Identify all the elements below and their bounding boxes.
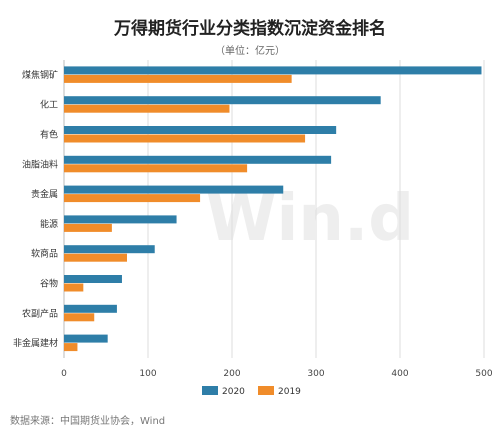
- x-tick-label: 200: [223, 369, 240, 379]
- legend-label-2020: 2020: [222, 387, 245, 397]
- x-tick-label: 0: [61, 369, 67, 379]
- bar-2020: [64, 215, 177, 224]
- y-category-label: 软商品: [31, 248, 58, 260]
- bar-2020: [64, 126, 337, 134]
- x-tick-label: 300: [307, 369, 324, 379]
- data-source: 数据来源：中国期货业协会，Wind: [10, 416, 166, 427]
- bar-2019: [64, 164, 248, 173]
- legend-swatch-2019: [258, 386, 274, 395]
- bar-2019: [64, 283, 84, 292]
- watermark-text: Win.d: [206, 182, 414, 256]
- bar-2020: [64, 155, 332, 164]
- bar-2019: [64, 104, 230, 113]
- x-tick-label: 400: [391, 369, 408, 379]
- chart-subtitle: （单位：亿元）: [215, 46, 285, 57]
- y-category-label: 谷物: [40, 278, 58, 290]
- bar-2020: [64, 334, 108, 343]
- bar-2019: [64, 343, 78, 352]
- x-tick-label: 500: [475, 369, 492, 379]
- legend-label-2019: 2019: [278, 387, 301, 397]
- bar-2020: [64, 275, 122, 283]
- bar-2019: [64, 134, 306, 143]
- y-category-label: 非金属建材: [13, 337, 58, 349]
- bar-2020: [64, 185, 284, 194]
- chart-title: 万得期货行业分类指数沉淀资金排名: [114, 19, 386, 39]
- bar-2020: [64, 96, 381, 105]
- y-category-label: 能源: [40, 218, 58, 230]
- bar-2020: [64, 245, 155, 254]
- y-category-label: 农副产品: [22, 307, 58, 319]
- y-category-label: 油脂油料: [22, 158, 58, 170]
- y-category-label: 化工: [40, 99, 58, 111]
- x-tick-label: 100: [139, 369, 156, 379]
- y-category-label: 煤焦钢矿: [22, 69, 58, 81]
- bar-2019: [64, 313, 95, 322]
- bar-2019: [64, 253, 127, 262]
- bar-2020: [64, 66, 482, 75]
- bar-2019: [64, 194, 201, 203]
- bar-2019: [64, 74, 292, 83]
- bar-2019: [64, 223, 112, 232]
- legend-swatch-2020: [202, 386, 218, 395]
- y-category-label: 贵金属: [31, 188, 58, 200]
- y-category-label: 有色: [40, 129, 58, 141]
- bar-2020: [64, 304, 117, 313]
